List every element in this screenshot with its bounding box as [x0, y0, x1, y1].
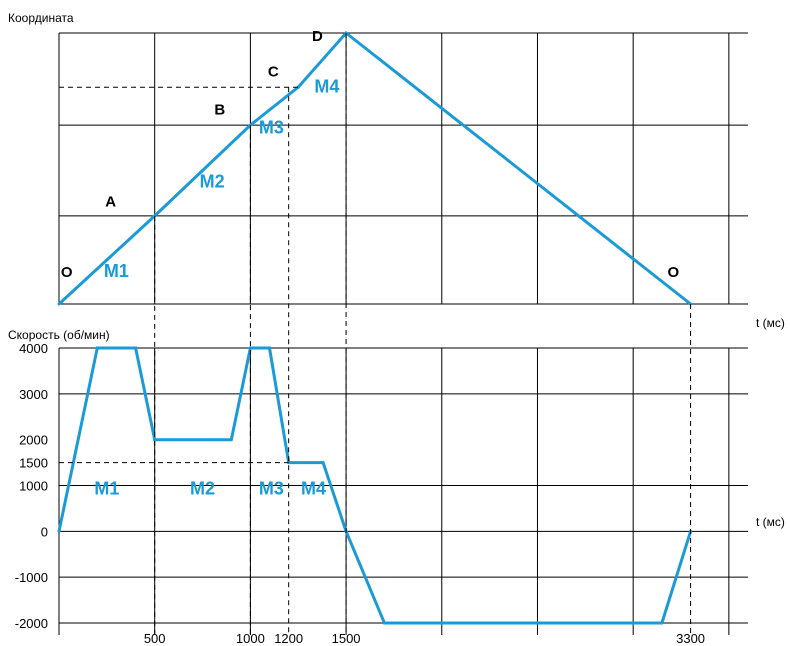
segment-label: M4 — [314, 77, 339, 97]
data-point — [134, 346, 138, 350]
data-point — [268, 346, 272, 350]
x-tick-label: 1000 — [236, 631, 265, 646]
data-point — [95, 346, 99, 350]
segment-label: M4 — [301, 479, 326, 499]
segment-label: M2 — [200, 171, 225, 191]
y-tick-label: -2000 — [15, 616, 48, 631]
y-tick-label: 1000 — [19, 479, 48, 494]
data-point — [57, 302, 61, 306]
speed-time-axis-label: t (мс) — [756, 515, 785, 529]
point-label: C — [268, 63, 279, 80]
segment-label: M1 — [94, 479, 119, 499]
point-label: D — [312, 28, 323, 45]
position-curve — [57, 30, 692, 306]
segment-label: M2 — [190, 479, 215, 499]
y-tick-label: -1000 — [15, 570, 48, 585]
segment-label: M3 — [259, 117, 284, 137]
y-tick-label: 2000 — [19, 433, 48, 448]
point-label: O — [61, 264, 73, 281]
x-tick-label: 1200 — [274, 631, 303, 646]
x-tick-label: 1500 — [332, 631, 361, 646]
point-label: B — [214, 101, 225, 118]
data-point — [296, 85, 300, 89]
data-point — [57, 529, 61, 533]
segment-label: M3 — [259, 479, 284, 499]
data-point — [660, 621, 664, 625]
speed-chart — [57, 346, 748, 635]
position-axis-title: Координата — [8, 11, 74, 25]
point-label: A — [105, 193, 116, 210]
data-point — [382, 621, 386, 625]
position-time-axis-label: t (мс) — [756, 316, 785, 330]
segment-label: M1 — [104, 261, 129, 281]
y-tick-label: 1500 — [19, 456, 48, 471]
data-point — [248, 346, 252, 350]
x-tick-label: 3300 — [676, 631, 705, 646]
data-point — [153, 438, 157, 442]
data-point — [321, 461, 325, 465]
data-point — [229, 438, 233, 442]
speed-axis-title: Скорость (об/мин) — [8, 328, 110, 342]
y-tick-label: 4000 — [19, 341, 48, 356]
y-tick-label: 3000 — [19, 387, 48, 402]
position-chart — [57, 30, 748, 306]
y-tick-label: 0 — [41, 524, 48, 539]
point-label: O — [668, 264, 680, 281]
x-tick-label: 500 — [144, 631, 166, 646]
